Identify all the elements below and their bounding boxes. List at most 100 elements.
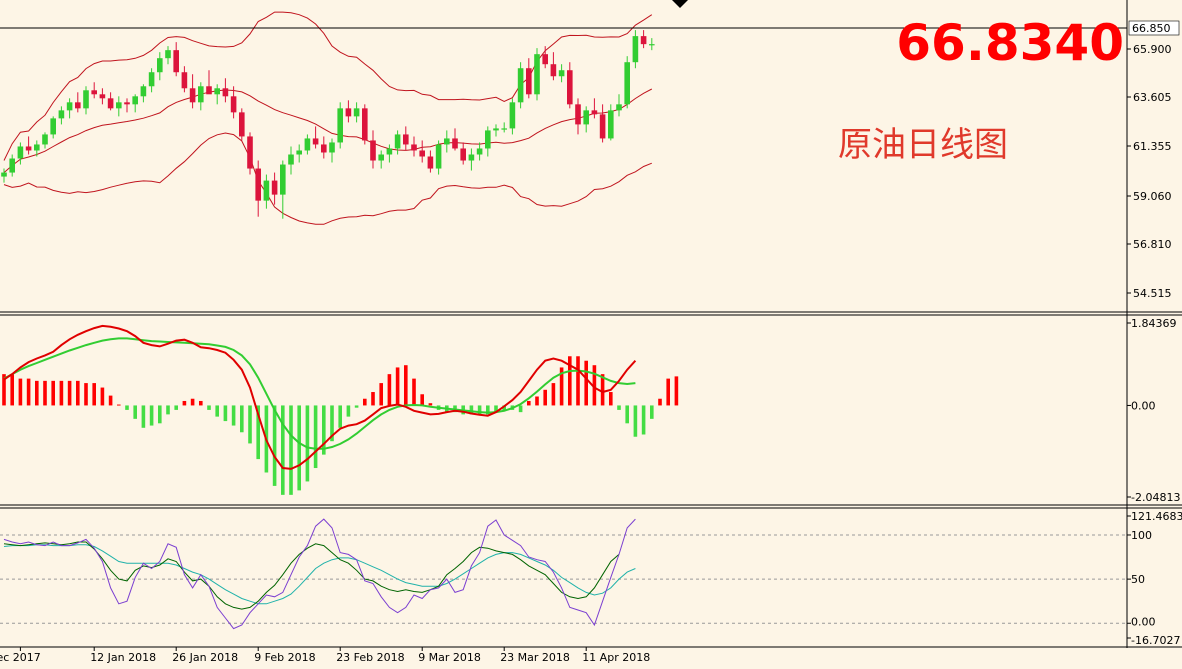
macd-main-line: [3, 324, 637, 470]
bollinger-lower: [3, 132, 652, 225]
candle: [567, 62, 573, 109]
candle: [198, 82, 204, 111]
time-tick-label: 12 Jan 2018: [90, 651, 156, 664]
macd-bar: [338, 405, 342, 428]
macd-bar: [76, 380, 80, 406]
candle: [337, 102, 343, 149]
candle: [214, 84, 220, 105]
candle: [345, 100, 352, 123]
macd-bar: [600, 374, 605, 406]
time-tick-label: 23 Feb 2018: [336, 651, 404, 664]
macd-bar: [133, 405, 137, 419]
macd-bar: [625, 405, 629, 424]
macd-bar: [10, 374, 14, 406]
candle: [608, 104, 614, 141]
macd-bar: [125, 405, 129, 410]
macd-bar: [674, 376, 679, 406]
candle: [116, 96, 122, 117]
macd-bar: [313, 405, 318, 469]
stochastic-d-line: [3, 541, 620, 610]
macd-tick-label: 1.84369: [1131, 317, 1177, 330]
candle: [640, 30, 647, 49]
panel-frames: [0, 0, 1182, 648]
macd-bar: [551, 383, 556, 406]
macd-bar: [592, 365, 597, 406]
candle: [649, 38, 655, 51]
chart-title: 原油日线图: [838, 125, 1008, 165]
candle: [419, 140, 425, 163]
macd-bar: [609, 392, 613, 406]
macd-bar: [18, 378, 23, 406]
candle: [542, 46, 548, 69]
macd-bar: [2, 374, 6, 406]
macd-panel: 1.84369 0.00 -2.04813: [2, 317, 1180, 504]
stochastic-k-line: [3, 518, 636, 630]
stochastic-tick-label: 50: [1131, 573, 1145, 586]
candle: [329, 138, 335, 163]
candle: [75, 92, 81, 113]
candle: [378, 150, 384, 169]
candle: [394, 130, 401, 155]
price-tick-label: 56.810: [1133, 238, 1172, 251]
candle: [411, 136, 417, 157]
candle: [362, 104, 368, 145]
candle: [370, 130, 376, 169]
bollinger-upper: [3, 11, 653, 161]
price-tick-label: 59.060: [1133, 190, 1172, 203]
macd-bar: [420, 394, 424, 406]
bollinger-middle: [3, 88, 653, 173]
macd-bar: [494, 405, 498, 413]
candlesticks: [1, 30, 655, 219]
candle: [58, 106, 65, 125]
macd-bar: [43, 380, 47, 406]
candle: [575, 98, 581, 135]
macd-bar: [100, 387, 105, 406]
price-tick-label: 61.355: [1133, 140, 1172, 153]
candle: [50, 116, 56, 139]
macd-bar: [641, 405, 646, 435]
candle: [599, 104, 606, 143]
macd-bar: [67, 380, 72, 406]
macd-bar: [559, 367, 564, 406]
macd-bar: [486, 405, 490, 415]
macd-bar: [108, 395, 113, 406]
candle: [427, 150, 434, 173]
macd-bar: [650, 405, 654, 419]
macd-bar: [363, 398, 367, 406]
macd-bar: [174, 405, 178, 410]
stochastic-levels: [0, 534, 1127, 624]
macd-bar: [395, 367, 400, 406]
candle: [239, 108, 245, 141]
candle: [312, 126, 319, 149]
candle: [558, 64, 565, 83]
candle: [230, 86, 237, 119]
candle: [583, 106, 589, 133]
macd-bar: [117, 404, 121, 406]
stochastic-tick-label: -16.7027: [1131, 634, 1180, 647]
macd-bar: [387, 374, 392, 406]
candle: [460, 142, 466, 165]
time-tick-label: Dec 2017: [0, 651, 41, 664]
macd-bar: [502, 405, 506, 411]
macd-bar: [84, 383, 88, 406]
macd-bar: [240, 405, 244, 433]
candle: [452, 128, 458, 151]
bollinger-bands: [3, 11, 653, 225]
candle: [91, 82, 97, 99]
macd-bar: [149, 405, 154, 426]
candle: [83, 86, 89, 115]
candle: [222, 78, 229, 103]
candle: [132, 94, 138, 113]
stochastic-panel: 121.4683 100 50 0.00 -16.7027: [0, 510, 1182, 647]
candle: [34, 140, 40, 157]
macd-bar: [527, 400, 531, 406]
candle: [157, 52, 163, 81]
macd-bar: [190, 398, 195, 406]
candle: [321, 136, 327, 159]
macd-tick-label: -2.04813: [1131, 491, 1180, 504]
macd-bar: [256, 405, 260, 460]
candle: [304, 134, 311, 155]
price-tick-label: 54.515: [1133, 287, 1172, 300]
macd-bar: [535, 396, 539, 406]
